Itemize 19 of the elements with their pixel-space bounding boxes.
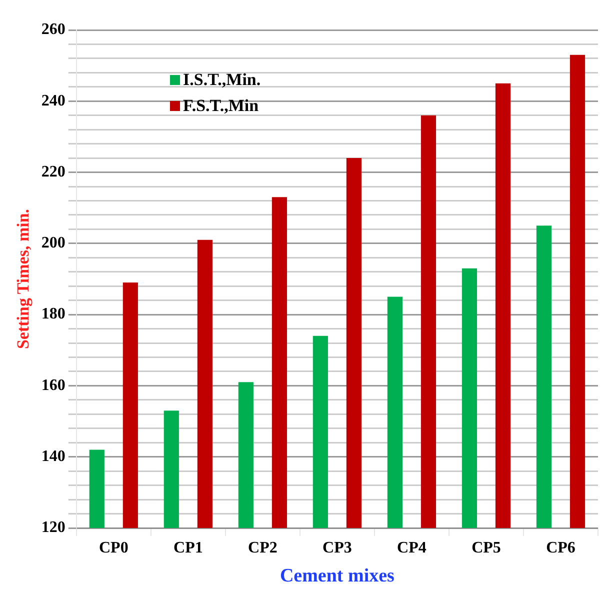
x-tick-label: CP0 <box>98 540 128 557</box>
legend-label: F.S.T.,Min <box>183 96 259 116</box>
y-tick-label: 180 <box>41 306 66 323</box>
y-tick-label: 260 <box>41 21 66 38</box>
x-tick-label: CP3 <box>322 540 352 557</box>
y-axis-title: Setting Times, min. <box>14 208 33 350</box>
y-tick-label: 220 <box>41 163 66 180</box>
y-tick-label: 200 <box>41 234 66 252</box>
y-tick-label: 160 <box>41 376 66 394</box>
y-tick-label: 140 <box>41 448 66 465</box>
y-tick-label: 120 <box>41 519 66 536</box>
x-tick-label: CP4 <box>397 540 426 557</box>
y-tick-label: 240 <box>41 92 66 110</box>
x-tick-label: CP5 <box>472 540 501 557</box>
x-tick-label: CP1 <box>174 540 203 557</box>
x-axis-title: Cement mixes <box>280 566 394 587</box>
legend-label: I.S.T.,Min. <box>183 70 261 90</box>
x-tick-label: CP2 <box>248 540 278 557</box>
x-tick-label: CP6 <box>546 540 576 557</box>
